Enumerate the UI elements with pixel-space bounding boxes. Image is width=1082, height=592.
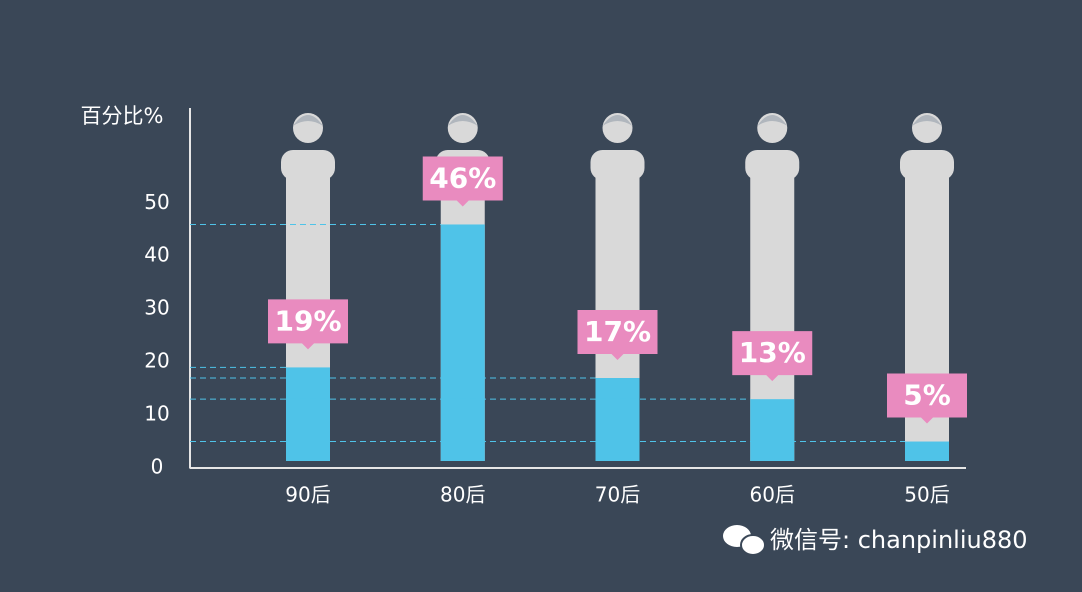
- y-tick-label: 20: [144, 349, 169, 373]
- bar: [905, 441, 949, 461]
- value-label: 46%: [429, 161, 496, 194]
- bar: [286, 367, 330, 461]
- y-tick-label: 10: [144, 402, 169, 426]
- y-axis-label: 百分比%: [81, 104, 164, 128]
- person-hair: [293, 115, 323, 126]
- bar: [750, 399, 795, 461]
- x-tick-label: 80后: [440, 483, 485, 507]
- person-hair: [602, 115, 633, 126]
- watermark: 微信号: chanpinliu880: [770, 526, 1028, 554]
- x-tick-label: 70后: [595, 483, 640, 507]
- person-hair: [757, 115, 788, 126]
- value-label: 5%: [903, 379, 951, 412]
- value-label-box: [887, 373, 967, 424]
- value-label-box: [422, 156, 503, 207]
- value-label: 19%: [274, 304, 341, 337]
- person-shoulders: [900, 150, 954, 180]
- x-tick-label: 50后: [904, 483, 949, 507]
- y-tick-label: 50: [144, 190, 169, 214]
- person-hair: [447, 115, 478, 126]
- bar: [440, 224, 485, 461]
- watermark-icon: [723, 525, 766, 556]
- value-label-box: [268, 299, 348, 350]
- value-label-box: [732, 331, 813, 382]
- value-label-box: [577, 310, 658, 360]
- person-shoulders: [281, 150, 335, 180]
- y-tick-label: 30: [144, 296, 169, 320]
- value-label: 13%: [739, 336, 806, 369]
- person-shoulders: [745, 150, 800, 180]
- x-tick-label: 60后: [750, 483, 795, 507]
- y-tick-label: 0: [151, 455, 164, 479]
- y-tick-label: 40: [144, 243, 169, 267]
- person-shoulders: [590, 150, 645, 180]
- value-label: 17%: [584, 315, 651, 348]
- bar: [595, 378, 640, 461]
- x-tick-label: 90后: [285, 483, 330, 507]
- person-hair: [912, 115, 942, 126]
